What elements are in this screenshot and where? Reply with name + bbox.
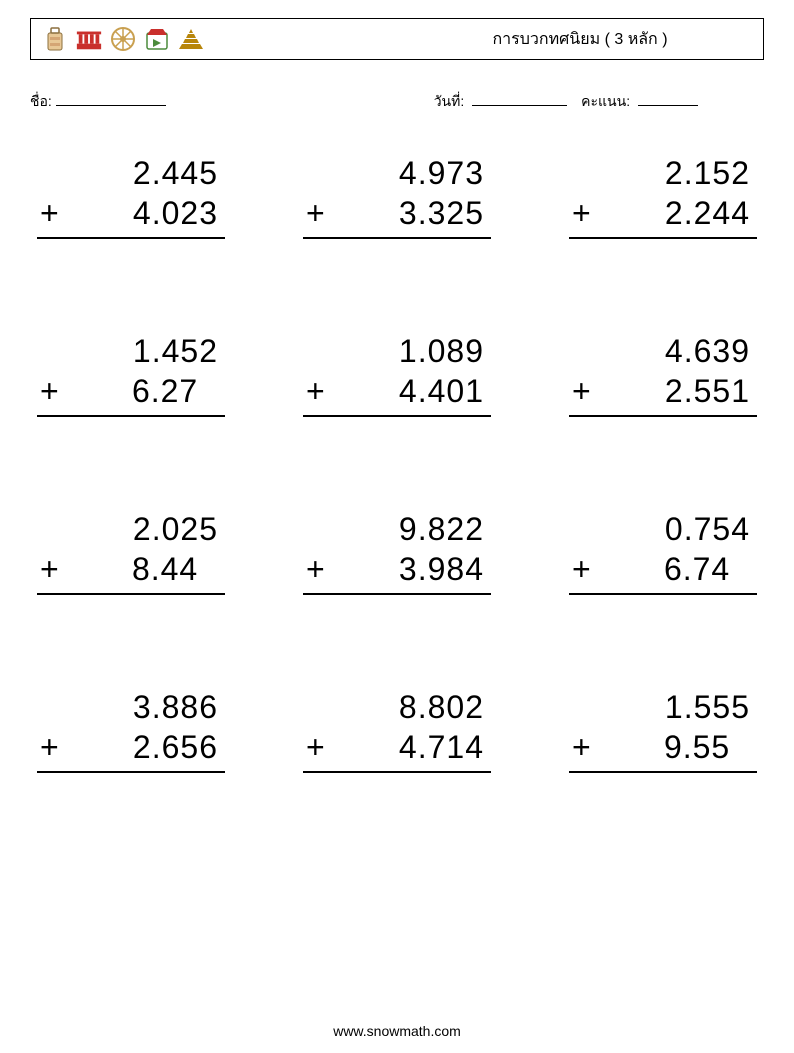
date-field-group: วันที่: — [434, 90, 567, 113]
problems-grid: 2.445 +4.023 4.973 +3.325 2.152 +2.244 1… — [30, 153, 764, 773]
addend-bottom-value: 3.984 — [399, 551, 484, 587]
addend-bottom-value: 4.714 — [399, 729, 484, 765]
luggage-icon — [41, 25, 69, 53]
operator: + — [572, 549, 592, 589]
score-label: คะแนน: — [581, 93, 630, 109]
problem: 1.089 +4.401 — [303, 331, 491, 417]
operator: + — [306, 549, 326, 589]
addend-bottom: +4.714 — [303, 727, 491, 773]
addend-top: 0.754 — [569, 509, 757, 549]
operator: + — [40, 727, 60, 767]
operator: + — [572, 193, 592, 233]
problem: 1.452 +6.27 — [37, 331, 225, 417]
operator: + — [306, 193, 326, 233]
problem: 0.754 +6.74 — [569, 509, 757, 595]
addend-bottom-value: 8.44 — [132, 551, 218, 587]
problem: 4.639 +2.551 — [569, 331, 757, 417]
name-label: ชื่อ: — [30, 91, 52, 113]
score-field-group: คะแนน: — [581, 90, 698, 113]
addend-bottom: +4.401 — [303, 371, 491, 417]
footer-text: www.snowmath.com — [0, 1023, 794, 1039]
addend-bottom: +2.656 — [37, 727, 225, 773]
icon-row — [31, 25, 205, 53]
addend-bottom-value: 4.401 — [399, 373, 484, 409]
addend-bottom-value: 4.023 — [133, 195, 218, 231]
operator: + — [40, 193, 60, 233]
travel-icon — [143, 25, 171, 53]
problem: 2.445 +4.023 — [37, 153, 225, 239]
problem: 2.152 +2.244 — [569, 153, 757, 239]
header-box: การบวกทศนิยม ( 3 หลัก ) — [30, 18, 764, 60]
worksheet-page: การบวกทศนิยม ( 3 หลัก ) ชื่อ: วันที่: คะ… — [0, 0, 794, 1053]
operator: + — [572, 727, 592, 767]
addend-top: 9.822 — [303, 509, 491, 549]
addend-top: 8.802 — [303, 687, 491, 727]
addend-top: 1.089 — [303, 331, 491, 371]
addend-top: 4.973 — [303, 153, 491, 193]
addend-bottom: +2.244 — [569, 193, 757, 239]
score-blank[interactable] — [638, 90, 698, 106]
addend-bottom-value: 6.27 — [132, 373, 218, 409]
problem: 8.802 +4.714 — [303, 687, 491, 773]
date-label: วันที่: — [434, 93, 465, 109]
addend-bottom: +8.44 — [37, 549, 225, 595]
addend-top: 2.152 — [569, 153, 757, 193]
problem: 2.025 +8.44 — [37, 509, 225, 595]
addend-top: 1.452 — [37, 331, 225, 371]
info-row: ชื่อ: วันที่: คะแนน: — [30, 90, 764, 113]
wheel-icon — [109, 25, 137, 53]
problem: 4.973 +3.325 — [303, 153, 491, 239]
addend-top: 3.886 — [37, 687, 225, 727]
building-icon — [75, 25, 103, 53]
addend-bottom: +2.551 — [569, 371, 757, 417]
operator: + — [40, 549, 60, 589]
operator: + — [306, 727, 326, 767]
addend-bottom-value: 3.325 — [399, 195, 484, 231]
addend-bottom: +3.984 — [303, 549, 491, 595]
addend-bottom: +6.74 — [569, 549, 757, 595]
addend-top: 2.025 — [37, 509, 225, 549]
addend-top: 4.639 — [569, 331, 757, 371]
addend-top: 1.555 — [569, 687, 757, 727]
addend-bottom-value: 9.55 — [664, 729, 750, 765]
addend-bottom-value: 2.244 — [665, 195, 750, 231]
problem: 3.886 +2.656 — [37, 687, 225, 773]
addend-bottom: +9.55 — [569, 727, 757, 773]
addend-bottom: +4.023 — [37, 193, 225, 239]
addend-bottom-value: 2.551 — [665, 373, 750, 409]
name-field-group: ชื่อ: — [30, 90, 434, 113]
pyramid-icon — [177, 25, 205, 53]
operator: + — [306, 371, 326, 411]
addend-bottom-value: 6.74 — [664, 551, 750, 587]
worksheet-title: การบวกทศนิยม ( 3 หลัก ) — [397, 27, 763, 52]
addend-bottom: +6.27 — [37, 371, 225, 417]
problem: 9.822 +3.984 — [303, 509, 491, 595]
addend-top: 2.445 — [37, 153, 225, 193]
date-score-group: วันที่: คะแนน: — [434, 90, 764, 113]
operator: + — [572, 371, 592, 411]
name-blank[interactable] — [56, 90, 166, 106]
date-blank[interactable] — [472, 90, 567, 106]
addend-bottom-value: 2.656 — [133, 729, 218, 765]
problem: 1.555 +9.55 — [569, 687, 757, 773]
operator: + — [40, 371, 60, 411]
addend-bottom: +3.325 — [303, 193, 491, 239]
